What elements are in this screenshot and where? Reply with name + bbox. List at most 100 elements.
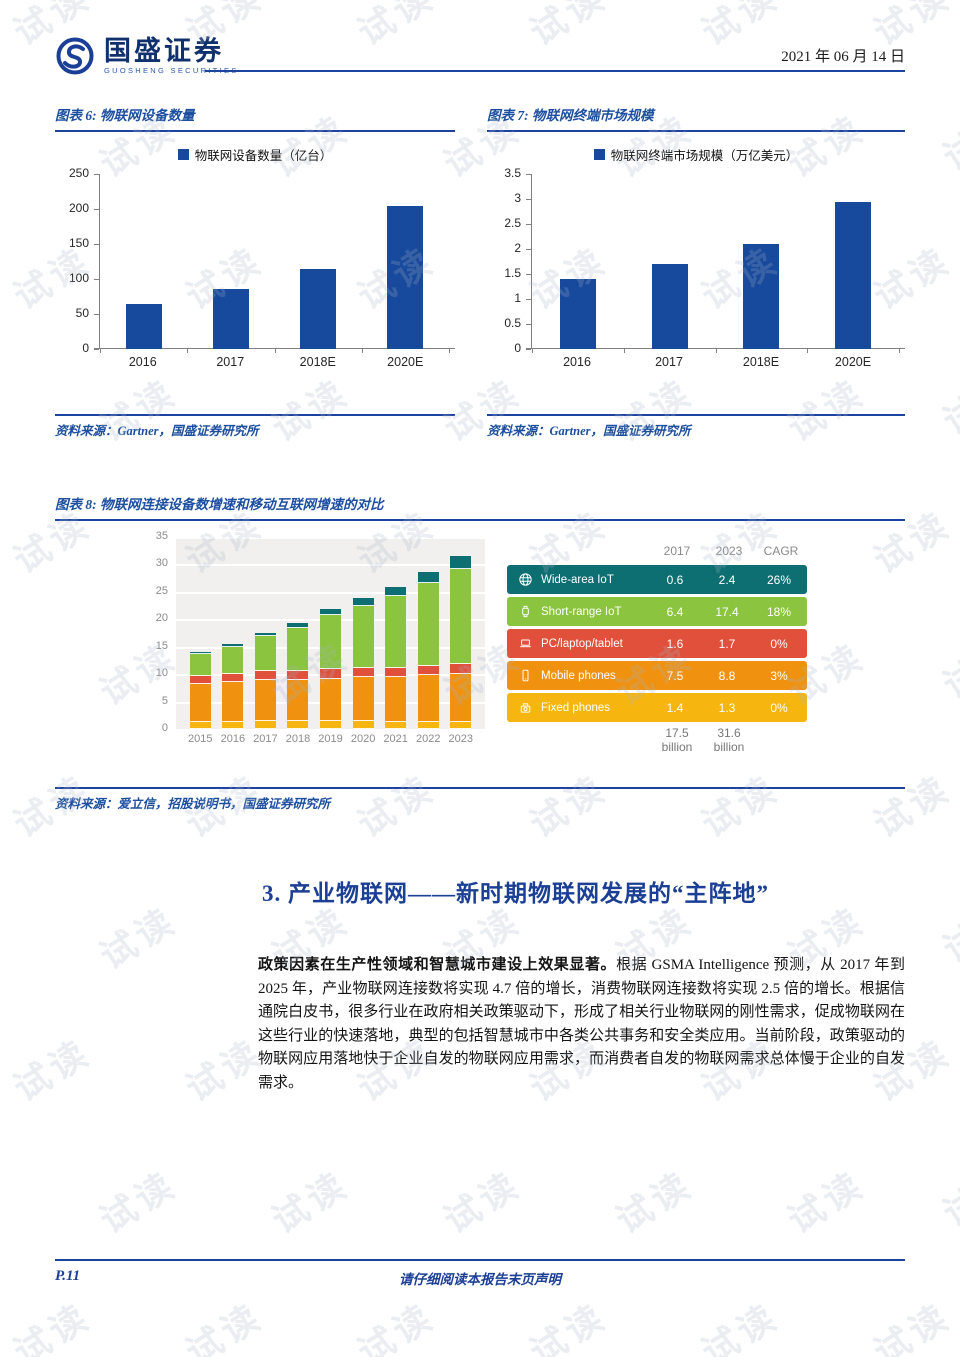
segment-short-range-iot	[385, 596, 407, 668]
y-axis-label: 20	[155, 612, 168, 625]
bar-cell	[716, 244, 808, 349]
legend-swatch	[177, 148, 189, 160]
segment-short-range-iot	[450, 568, 472, 665]
y-tick	[94, 349, 99, 350]
y-axis-label: 15	[155, 639, 168, 652]
x-axis-label: 2018E	[742, 355, 780, 369]
segment-pc-laptop-tablet	[222, 673, 244, 683]
y-tick	[94, 209, 99, 210]
column-header-cagr: CAGR	[763, 544, 799, 558]
page-header: 国盛证券 GUOSHENG SECURITIES 2021 年 06 月 14 …	[55, 0, 905, 75]
segment-mobile-phones	[352, 677, 374, 722]
segment-fixed-phones	[189, 721, 211, 729]
y-axis-label: 30	[155, 557, 168, 570]
value-2023: 17.4	[715, 604, 739, 619]
chart-plot: 0 0.5 1 1.5 2 2.5 3 3.5	[487, 166, 905, 355]
page-footer: P.11 请仔细阅读本报告末页声明	[55, 1259, 905, 1288]
segment-mobile-phones	[385, 676, 407, 722]
value-2023: 8.8	[718, 668, 736, 683]
watermark: 试读	[936, 1178, 960, 1235]
x-axis-label: 2020	[350, 733, 376, 745]
bar-cell	[314, 537, 347, 729]
segment-mobile-phones	[222, 682, 244, 722]
column-header-2023: 2023	[715, 544, 743, 558]
y-axis-line	[531, 174, 532, 349]
totals-spacer	[541, 726, 651, 754]
body-paragraph: 政策因素在生产性领域和智慧城市建设上效果显著。根据 GSMA Intellige…	[258, 954, 905, 1095]
segment-short-range-iot	[352, 605, 374, 669]
stacked-chart-plot: 0 5 10 15 20 25 30 35	[140, 530, 485, 734]
y-tick	[526, 299, 531, 300]
bar-cell	[412, 537, 445, 729]
y-axis-label: 0	[82, 341, 89, 355]
segment-mobile-phones	[287, 679, 309, 722]
segment-wide-area-iot	[222, 644, 244, 647]
gridline	[176, 537, 485, 539]
y-axis-label: 100	[68, 271, 89, 285]
y-tick	[526, 174, 531, 175]
x-axis-labels: 2016 2017 2018E 2020E	[531, 355, 905, 369]
x-axis-label: 2021	[383, 733, 408, 745]
total-value: 31.6 billion	[713, 726, 745, 754]
stacked-bar-2017	[254, 633, 276, 729]
bar-2018e	[300, 269, 337, 349]
segment-mobile-phones	[450, 673, 472, 722]
y-axis-label: 35	[155, 530, 168, 542]
x-axis-line	[94, 348, 455, 349]
y-axis-label: 0.5	[504, 316, 521, 330]
value-cagr: 3%	[770, 668, 788, 683]
company-logo: 国盛证券 GUOSHENG SECURITIES	[55, 36, 239, 76]
figure-6: 图表 6: 物联网设备数量 物联网设备数量（亿台） 0 50 100 150 200 250…	[55, 104, 455, 439]
y-axis-label: 2.5	[504, 216, 521, 230]
legend-table-row-short-range-iot: Short-range IoT 6.4 17.4 18%	[507, 597, 807, 626]
segment-wide-area-iot	[254, 633, 276, 637]
segment-short-range-iot	[189, 654, 211, 676]
bar-cell	[184, 537, 217, 729]
bar-cell	[807, 201, 899, 349]
bar-2018e	[743, 244, 780, 349]
y-axis-label: 3	[514, 191, 521, 205]
segment-pc-laptop-tablet	[385, 667, 407, 677]
bar-2020e	[835, 201, 872, 349]
bar-cell	[347, 537, 380, 729]
x-axis-label: 2016	[220, 733, 246, 745]
x-tick	[449, 349, 450, 353]
y-tick	[94, 174, 99, 175]
x-axis-label: 2015	[188, 733, 213, 745]
x-axis-label: 2018	[285, 733, 311, 745]
smartphone-icon	[509, 667, 541, 684]
segment-fixed-phones	[352, 721, 374, 729]
bar-cell	[100, 303, 187, 349]
figure-6-source: 资料来源：Gartner，国盛证券研究所	[55, 424, 259, 438]
section-heading: 3. 产业物联网——新时期物联网发展的“主阵地”	[262, 881, 769, 906]
row-label: PC/laptop/tablet	[541, 637, 623, 650]
figure-7-source: 资料来源：Gartner，国盛证券研究所	[487, 424, 691, 438]
y-axis-label: 150	[68, 236, 89, 250]
chart-connected-devices: 0 5 10 15 20 25 30 35 2015 2016 2017 2018 2019 2020 20…	[140, 530, 485, 773]
segment-short-range-iot	[417, 583, 439, 666]
stacked-bar-2021	[385, 586, 407, 729]
segment-pc-laptop-tablet	[417, 665, 439, 676]
logo-text: 国盛证券 GUOSHENG SECURITIES	[104, 37, 239, 75]
segment-pc-laptop-tablet	[450, 664, 472, 674]
y-tick	[526, 274, 531, 275]
y-axis-label: 2	[514, 241, 521, 255]
stacked-bar-2020	[352, 597, 374, 729]
legend-table-row-fixed-phones: Fixed phones 1.4 1.3 0%	[507, 693, 807, 722]
segment-fixed-phones	[417, 721, 439, 729]
x-tick	[100, 349, 101, 353]
totals-spacer	[755, 726, 807, 754]
segment-short-range-iot	[222, 646, 244, 674]
figure-8: 图表 8: 物联网连接设备数增速和移动互联网增速的对比 0 5 10 15 20 25 30…	[55, 493, 905, 812]
segment-pc-laptop-tablet	[189, 675, 211, 685]
figure-7-rule	[487, 414, 905, 416]
column-header-2017: 2017	[663, 544, 691, 558]
value-cagr: 0%	[770, 700, 788, 715]
figure-6-title: 图表 6: 物联网设备数量	[55, 104, 455, 132]
value-cagr: 18%	[766, 604, 792, 619]
legend-table-row-pc-laptop-tablet: PC/laptop/tablet 1.6 1.7 0%	[507, 629, 807, 658]
segment-fixed-phones	[385, 721, 407, 729]
row-label: Wide-area IoT	[541, 573, 614, 586]
segment-fixed-phones	[254, 721, 276, 729]
